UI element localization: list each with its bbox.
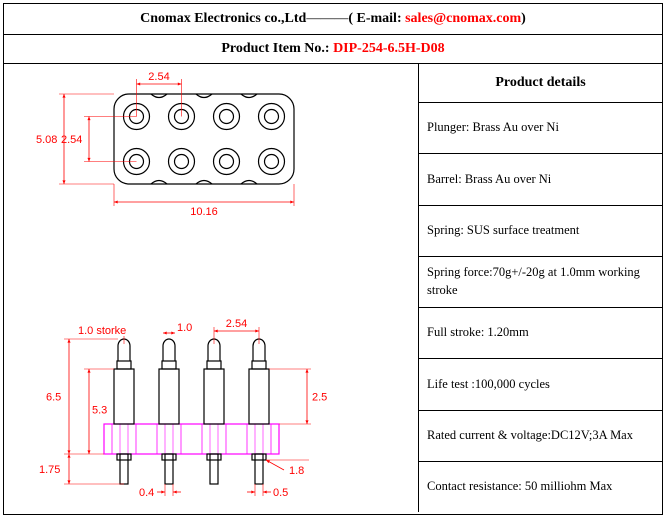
svg-text:5.08: 5.08: [36, 134, 57, 146]
svg-text:2.54: 2.54: [61, 134, 82, 146]
detail-full-stroke: Full stroke: 1.20mm: [419, 308, 662, 359]
svg-text:10.16: 10.16: [190, 206, 218, 218]
detail-life-test: Life test :100,000 cycles: [419, 359, 662, 410]
detail-contact: Contact resistance: 50 milliohm Max: [419, 462, 662, 512]
svg-text:1.0: 1.0: [177, 322, 192, 334]
svg-text:0.4: 0.4: [139, 487, 154, 499]
svg-text:5.3: 5.3: [92, 405, 107, 417]
detail-spring-force: Spring force:70g+/-20g at 1.0mm working …: [419, 257, 662, 308]
detail-rated: Rated current & voltage:DC12V;3A Max: [419, 411, 662, 462]
svg-text:1.75: 1.75: [39, 464, 60, 476]
svg-text:1.8: 1.8: [289, 465, 304, 477]
company-name: Cnomax Electronics co.,Ltd: [140, 11, 306, 26]
product-header: Product Item No.: DIP-254-6.5H-D08: [4, 35, 662, 64]
details-title: Product details: [419, 64, 662, 103]
detail-barrel: Barrel: Brass Au over Ni: [419, 154, 662, 205]
svg-text:0.5: 0.5: [273, 487, 288, 499]
diagram-panel: 2.54 5.08 2.54 10.16 1.0 storke 1.0 2.54 6.5 5.3…: [4, 64, 419, 512]
company-email: sales@cnomax.com: [405, 11, 521, 26]
detail-spring: Spring: SUS surface treatment: [419, 206, 662, 257]
svg-text:2.5: 2.5: [312, 392, 327, 404]
svg-text:2.54: 2.54: [148, 71, 169, 83]
svg-text:2.54: 2.54: [226, 318, 247, 330]
detail-plunger: Plunger: Brass Au over Ni: [419, 103, 662, 154]
product-value: DIP-254-6.5H-D08: [333, 41, 445, 56]
svg-text:6.5: 6.5: [46, 392, 61, 404]
svg-text:1.0 storke: 1.0 storke: [78, 325, 126, 337]
details-panel: Product details Plunger: Brass Au over N…: [419, 64, 662, 512]
company-header: Cnomax Electronics co.,Ltd———( E-mail: s…: [4, 4, 662, 35]
technical-drawing: 2.54 5.08 2.54 10.16 1.0 storke 1.0 2.54 6.5 5.3…: [4, 64, 418, 512]
product-label: Product Item No.:: [221, 41, 329, 56]
